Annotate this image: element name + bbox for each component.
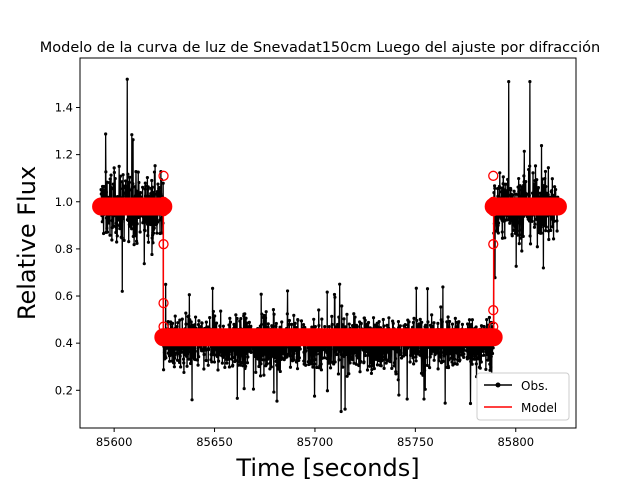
y-tick-label: 0.2 <box>55 383 73 397</box>
x-tick-label: 85700 <box>297 435 334 449</box>
model-transition-marker <box>158 321 169 332</box>
model-transition-marker <box>488 239 499 250</box>
legend-obs-label: Obs. <box>521 379 548 393</box>
model-marker-band <box>484 197 567 216</box>
x-axis-label: Time [seconds] <box>235 454 419 480</box>
y-tick-label: 1.0 <box>55 195 73 209</box>
model-transition-marker <box>158 170 169 181</box>
model-marker-band <box>92 197 173 216</box>
legend-model-label: Model <box>521 401 557 415</box>
model-transition-marker <box>488 321 499 332</box>
model-transition-marker <box>488 206 499 217</box>
x-tick-label: 85600 <box>96 435 133 449</box>
x-tick-label: 85800 <box>497 435 534 449</box>
model-transition-marker <box>158 239 169 250</box>
y-axis-label: Relative Flux <box>13 166 41 320</box>
x-axis-ticks: 85600 85650 85700 85750 85800 <box>96 428 534 449</box>
y-tick-label: 0.6 <box>55 289 73 303</box>
plot-area-frame <box>79 57 577 429</box>
model-transition-marker <box>488 170 499 181</box>
x-tick-label: 85750 <box>397 435 434 449</box>
legend-obs-marker <box>495 382 501 388</box>
model-series <box>92 170 567 347</box>
y-tick-label: 1.2 <box>55 148 73 162</box>
model-marker-band <box>154 328 503 347</box>
legend: Obs. Model <box>476 372 570 421</box>
y-tick-label: 1.4 <box>55 100 73 114</box>
x-tick-label: 85650 <box>196 435 233 449</box>
y-tick-label: 0.8 <box>55 242 73 256</box>
y-tick-label: 0.4 <box>55 336 73 350</box>
y-axis-ticks: 0.2 0.4 0.6 0.8 1.0 1.2 1.4 <box>55 100 80 397</box>
model-transition-marker <box>488 305 499 316</box>
model-transition-marker <box>158 206 169 217</box>
model-transition-marker <box>158 297 169 309</box>
chart-title: Modelo de la curva de luz de Snevadat150… <box>40 40 600 56</box>
